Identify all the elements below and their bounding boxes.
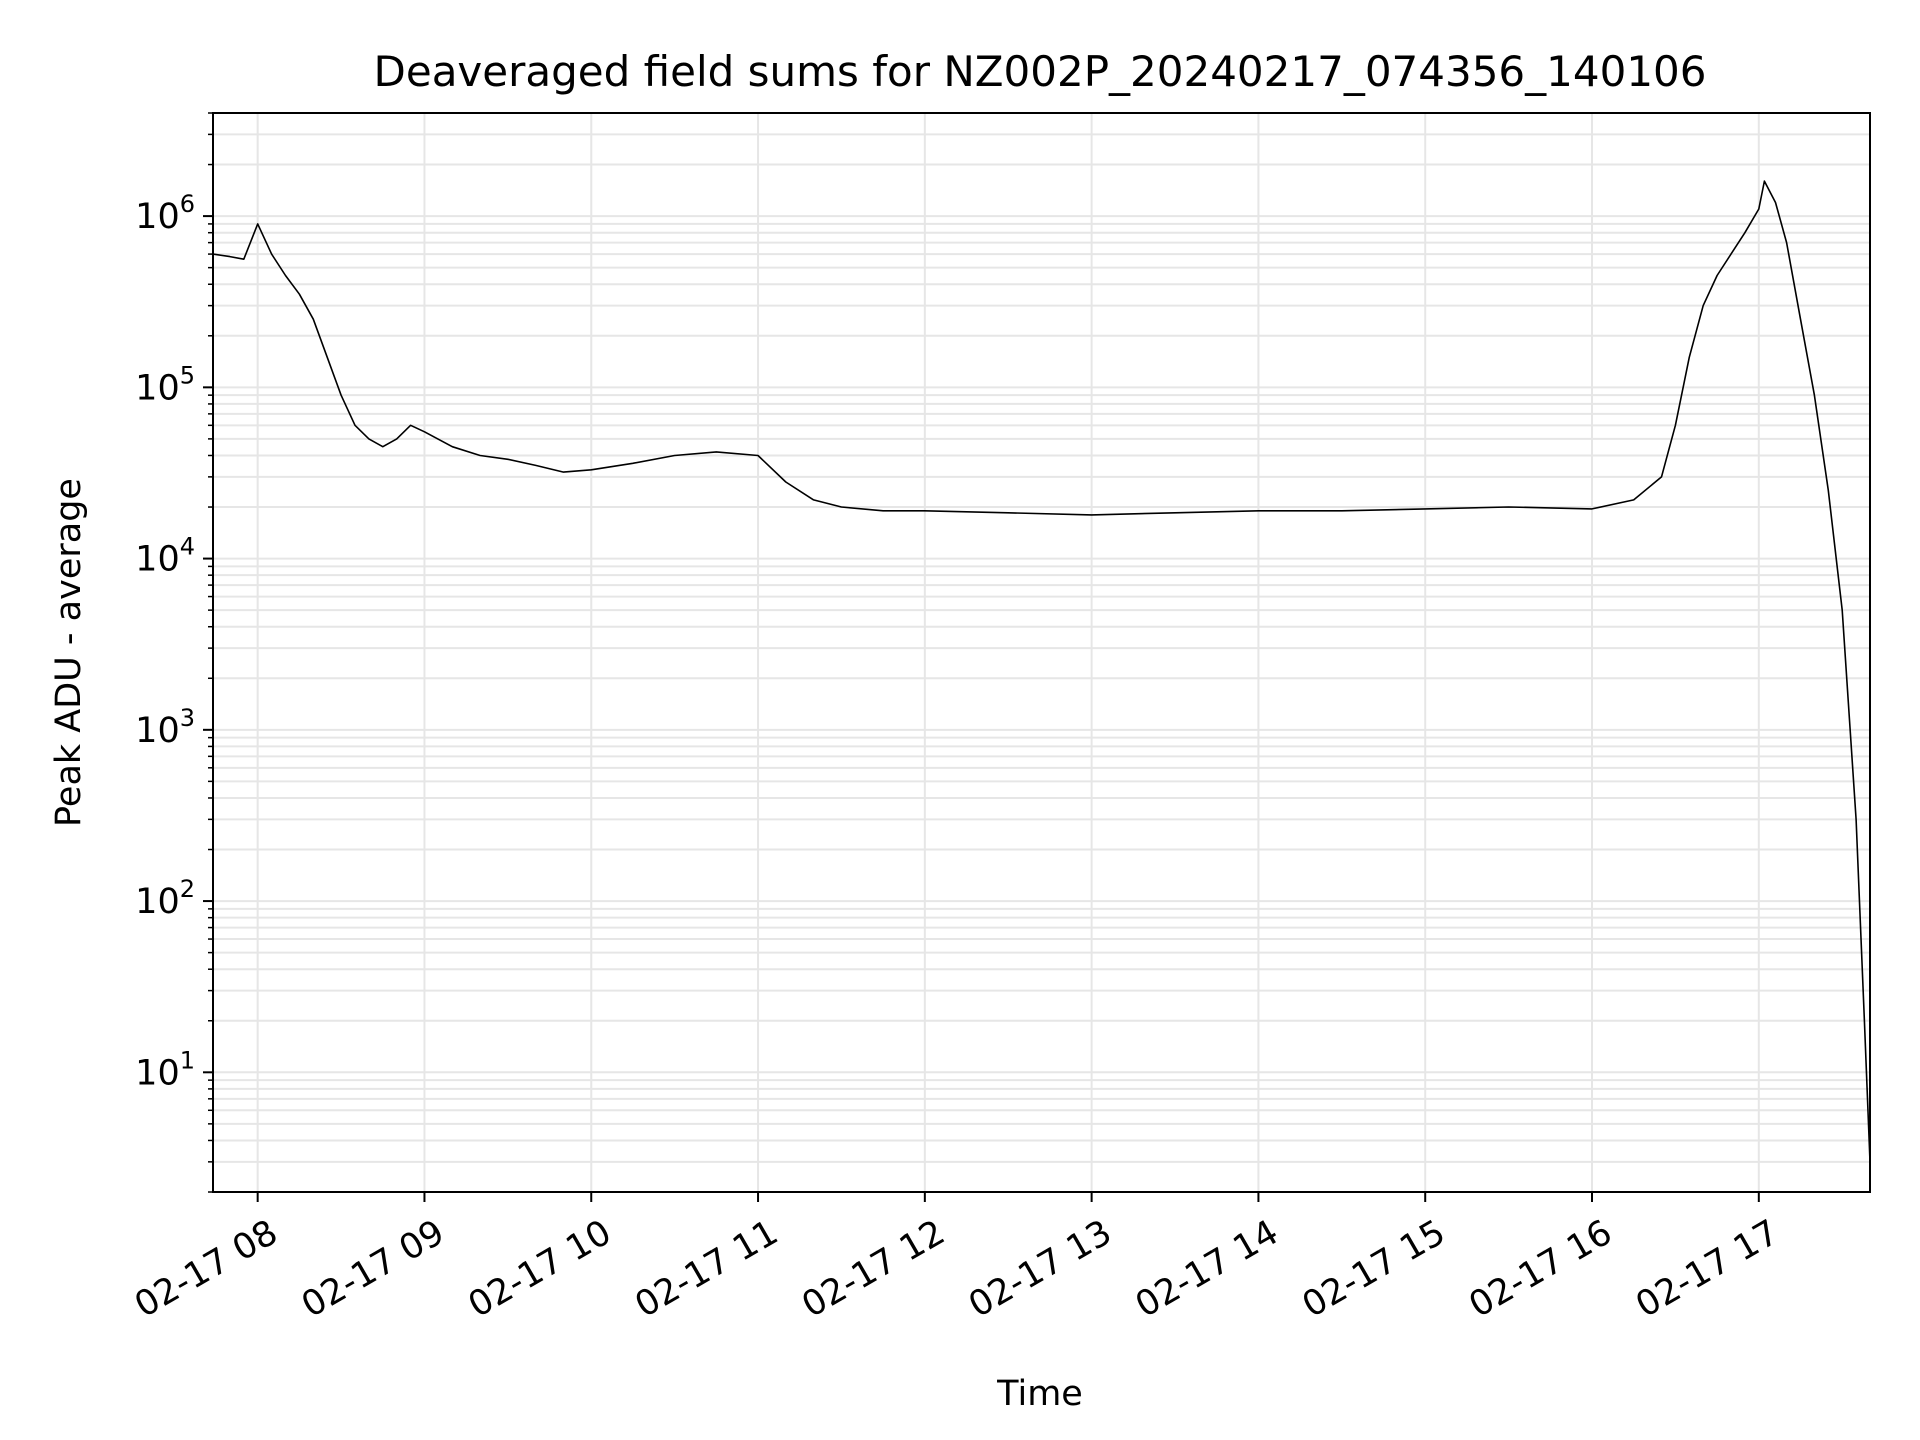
series-line [212, 180, 1871, 1162]
y-ticks: 101 102 103 104 105 106 [135, 112, 213, 1193]
y-tick-label: 101 [135, 1046, 195, 1093]
series-layer [212, 180, 1871, 1162]
y-tick-label: 106 [135, 190, 195, 237]
grid [213, 112, 1870, 1193]
y-axis-label: Peak ADU - average [49, 478, 89, 827]
y-tick-label: 102 [135, 875, 195, 922]
y-tick-label: 104 [135, 533, 195, 580]
y-tick-label: 103 [135, 704, 195, 751]
chart-title: Deaveraged field sums for NZ002P_2024021… [374, 47, 1707, 96]
x-axis-label: Time [996, 1374, 1083, 1414]
plot-frame [212, 112, 1871, 1193]
y-tick-label: 105 [135, 361, 195, 408]
